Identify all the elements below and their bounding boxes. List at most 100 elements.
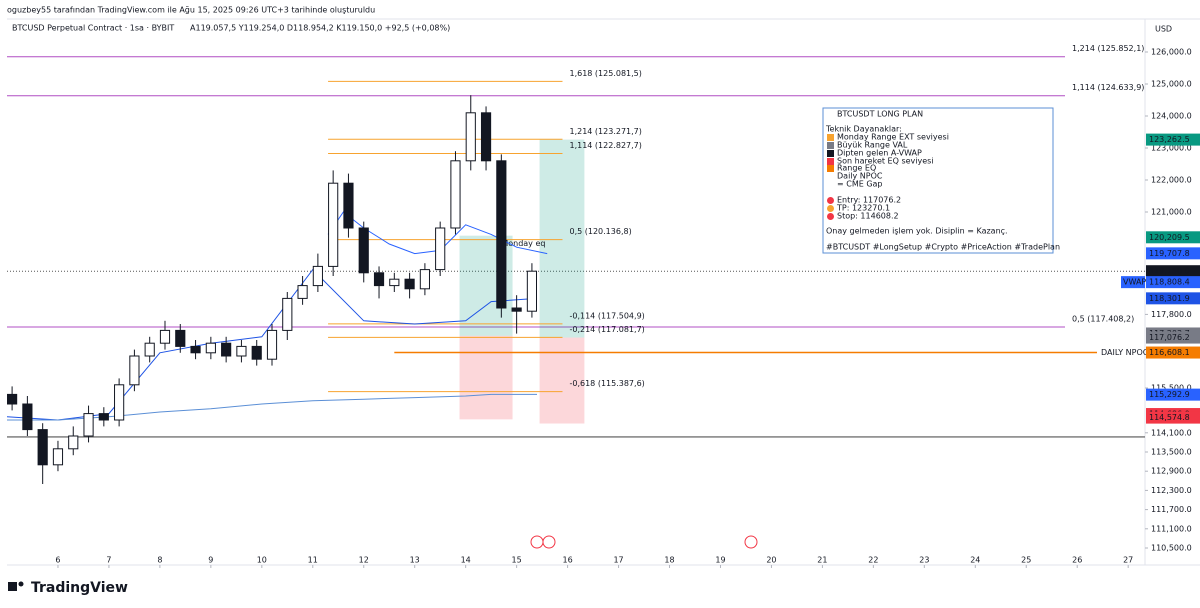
y-tick-label: 121,000.0 — [1151, 208, 1192, 217]
note-line: TP: 123270.1 — [836, 204, 890, 213]
note-icon — [827, 158, 834, 165]
fib-level-label: 1,114 (122.827,7) — [569, 141, 641, 150]
price-label: 114,574.8 — [1149, 413, 1190, 422]
note-line: Onay gelmeden işlem yok. Disiplin = Kaza… — [826, 227, 1008, 236]
vwap-tag — [1121, 276, 1145, 289]
note-line: Büyük Range VAL — [837, 141, 908, 150]
y-tick-label: 111,100.0 — [1151, 524, 1192, 533]
candle-body — [312, 265, 323, 287]
candle-body — [98, 413, 109, 421]
y-tick-label: 112,300.0 — [1151, 486, 1192, 495]
y-tick-label: 123,000.0 — [1151, 144, 1192, 153]
take-profit-zone — [539, 139, 585, 338]
y-tick-label: 111,700.0 — [1151, 505, 1192, 514]
chart-title: BTCUSD Perpetual Contract · 1sa · BYBIT — [12, 24, 174, 33]
candle-body — [37, 429, 48, 466]
y-tick-label: 126,000.0 — [1151, 48, 1192, 57]
x-tick-label: 17 — [613, 556, 623, 565]
price-label-box — [1146, 292, 1200, 305]
note-icon — [827, 142, 834, 149]
candle-body — [496, 160, 507, 309]
note-box — [822, 107, 1054, 254]
y-tick-label: 122,000.0 — [1151, 176, 1192, 185]
x-tick-label: 21 — [817, 556, 827, 565]
y-tick-label: 115,500.0 — [1151, 384, 1192, 393]
candle-body — [389, 278, 400, 287]
event-icon — [744, 535, 758, 549]
candle-body — [282, 297, 293, 331]
candle-body — [435, 227, 446, 271]
x-tick-label: 27 — [1123, 556, 1133, 565]
candle-body — [175, 329, 186, 347]
x-tick-label: 12 — [359, 556, 369, 565]
x-tick-label: 11 — [308, 556, 318, 565]
candle-body — [159, 329, 171, 344]
note-line: Monday Range EXT seviyesi — [837, 133, 949, 142]
candle-body — [205, 342, 216, 354]
x-tick-label: 20 — [766, 556, 776, 565]
note-line: Son hareket EQ seviyesi — [837, 157, 934, 166]
x-tick-label: 23 — [919, 556, 929, 565]
price-label: 123,262.5 — [1149, 135, 1190, 144]
candle-body — [266, 329, 278, 360]
candle-body — [129, 355, 140, 386]
note-line: #BTCUSDT #LongSetup #Crypto #PriceAction… — [826, 243, 1060, 252]
price-label-box — [1146, 331, 1200, 344]
candle-body — [236, 345, 247, 357]
note-title: BTCUSDT LONG PLAN — [837, 110, 923, 119]
brand-logo: TradingView — [8, 580, 128, 596]
event-icons — [530, 535, 758, 549]
x-tick-label: 14 — [461, 556, 471, 565]
x-tick-label: 6 — [55, 556, 60, 565]
price-label: 117,076.2 — [1149, 333, 1190, 342]
x-tick-label: 8 — [157, 556, 162, 565]
y-tick-label: 114,100.0 — [1151, 428, 1192, 437]
x-tick-label: 13 — [410, 556, 420, 565]
candle-body — [7, 393, 18, 405]
y-tick-label: 113,500.0 — [1151, 448, 1192, 457]
brand: TradingView — [31, 580, 128, 596]
y-tick-label: 112,900.0 — [1151, 467, 1192, 476]
price-label-box — [1146, 231, 1200, 244]
range-level-label: 1,114 (124.633,9) — [1072, 83, 1144, 92]
price-label-box — [1146, 133, 1200, 146]
candle-body — [83, 413, 94, 437]
x-tick-label: 25 — [1021, 556, 1031, 565]
x-tick-label: 18 — [664, 556, 674, 565]
price-label-box — [1146, 265, 1200, 278]
y-tick-label: 110,500.0 — [1151, 544, 1192, 553]
candle-body — [465, 112, 476, 162]
x-tick-label: 24 — [970, 556, 980, 565]
price-label: 115,292.9 — [1149, 390, 1190, 399]
candle-body — [114, 384, 125, 421]
candle-body — [526, 270, 538, 312]
plot: 126,000.0 125,000.0 124,000.0 123,000.0 122,… — [6, 44, 1200, 568]
note-line: Entry: 117076.2 — [837, 196, 901, 205]
y-tick-label: 124,000.0 — [1151, 112, 1192, 121]
price-label-box — [1146, 247, 1200, 260]
ohlc-text: A119.057,5 Y119.254,0 D118.954,2 K119.15… — [190, 24, 450, 33]
note-line: Dipten gelen A-VWAP — [837, 149, 922, 158]
note-icon — [827, 150, 834, 157]
price-label-box — [1146, 346, 1200, 359]
npoc-label: DAILY NPOC — [1101, 348, 1149, 357]
x-tick-label: 16 — [562, 556, 572, 565]
fib-level-label: -0,618 (115.387,6) — [569, 379, 644, 388]
price-label-box — [1146, 388, 1200, 401]
x-tick-label: 22 — [868, 556, 878, 565]
range-level-label: 0,5 (117.408,2) — [1072, 314, 1134, 323]
note-icon — [827, 213, 834, 220]
candle-body — [144, 342, 155, 357]
fib-level-label: 1,618 (125.081,5) — [569, 69, 641, 78]
candle-body — [251, 345, 262, 360]
candle-body — [373, 272, 385, 287]
candle-body — [343, 182, 354, 229]
logo-mark — [8, 582, 17, 591]
logo-mark — [18, 581, 24, 587]
x-tick-label: 19 — [715, 556, 725, 565]
price-label: 116,608.1 — [1149, 348, 1190, 357]
candle-body — [450, 160, 461, 229]
note-line: Stop: 114608.2 — [837, 212, 899, 221]
